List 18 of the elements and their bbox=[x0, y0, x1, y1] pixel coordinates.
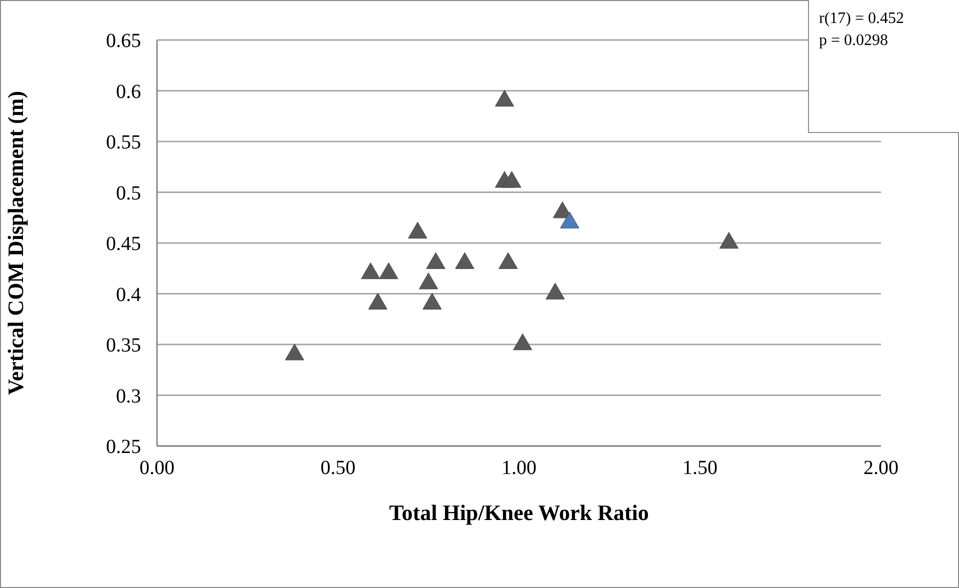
text-box: r(17) = 0.452 p = 0.0298 bbox=[808, 0, 959, 133]
y-tick-label: 0.45 bbox=[106, 233, 141, 256]
y-tick-label: 0.55 bbox=[106, 132, 141, 154]
y-tick-label: 0.65 bbox=[106, 30, 141, 52]
y-axis-title: Vertical COM Displacement (m) bbox=[3, 90, 28, 396]
x-axis-title: Total Hip/Knee Work Ratio bbox=[388, 500, 650, 526]
y-tick-label: 0.35 bbox=[106, 334, 141, 357]
y-tick-label: 0.3 bbox=[116, 385, 141, 408]
y-tick-label: 0.5 bbox=[116, 182, 141, 204]
x-tick-label: 1.50 bbox=[682, 457, 718, 480]
y-tick-label: 0.4 bbox=[116, 284, 141, 306]
x-tick-label: 2.00 bbox=[864, 457, 898, 480]
x-tick-label: 0.50 bbox=[320, 457, 356, 480]
annotation: p = 0.0298 bbox=[819, 31, 890, 51]
y-tick-label: 0.6 bbox=[116, 80, 141, 103]
y-tick-label: 0.25 bbox=[106, 436, 141, 458]
x-tick-label: 0.00 bbox=[140, 457, 174, 480]
x-tick-label: 1.00 bbox=[502, 457, 536, 480]
